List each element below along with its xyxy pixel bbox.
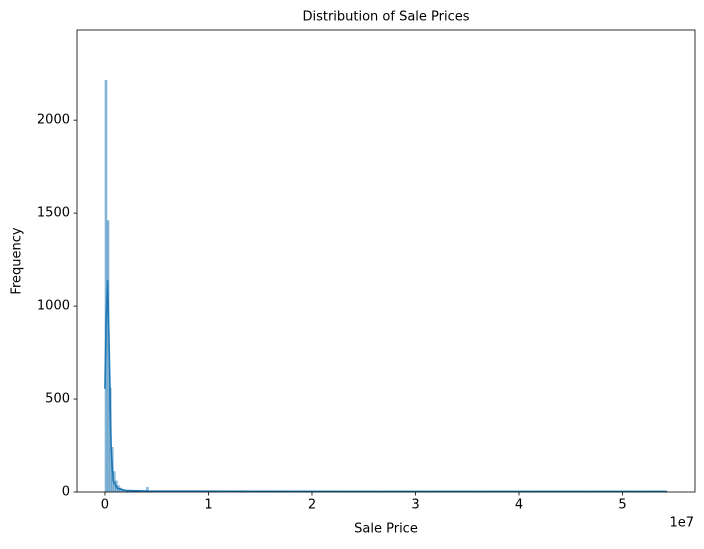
x-offset-label: 1e7 [669,516,694,531]
x-tick-label: 3 [411,498,419,513]
y-tick-label: 1000 [37,299,70,314]
y-tick-label: 1500 [37,206,70,221]
x-tick-label: 5 [618,498,626,513]
y-tick-label: 0 [62,485,70,500]
x-tick-label: 1 [204,498,212,513]
x-tick-label: 2 [308,498,316,513]
y-tick-label: 500 [45,392,70,407]
x-tick-label: 4 [515,498,523,513]
x-axis-label: Sale Price [354,522,418,537]
x-tick-label: 0 [101,498,109,513]
y-axis-label: Frequency [10,227,25,294]
y-tick-label: 2000 [37,113,70,128]
chart-title: Distribution of Sale Prices [302,10,469,25]
